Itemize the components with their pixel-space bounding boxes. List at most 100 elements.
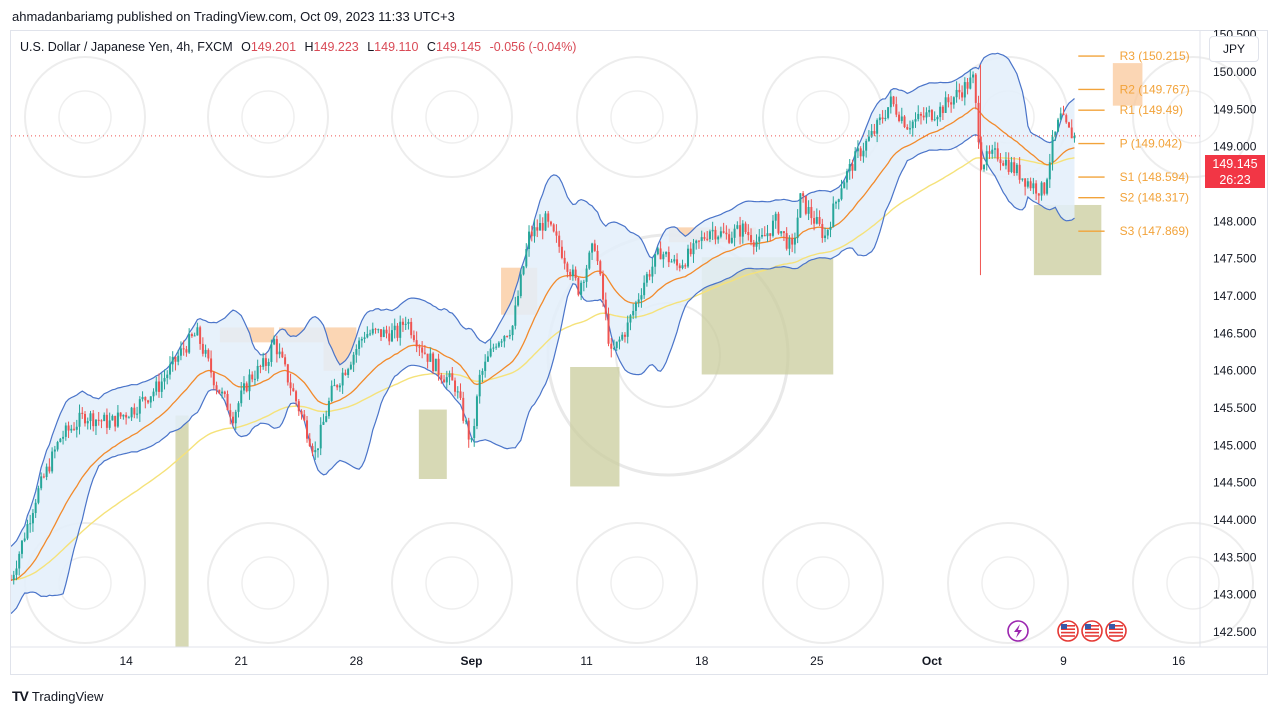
candle-body <box>34 502 37 514</box>
price-axis[interactable]: 150.500150.000149.500149.000148.500148.0… <box>1199 28 1257 647</box>
candle-body <box>804 195 807 214</box>
candle-body <box>37 488 40 503</box>
candle-body <box>1032 183 1035 189</box>
watermark-seal-icon <box>241 556 295 610</box>
slow-ema-line <box>11 156 1075 581</box>
candle-body <box>240 390 243 404</box>
watermark-seal-icon <box>58 90 112 144</box>
candle-body <box>876 120 879 134</box>
candle-body <box>755 241 758 247</box>
candle-body <box>399 321 402 338</box>
candle-body <box>229 410 232 417</box>
candle-body <box>253 378 256 380</box>
candle-body <box>519 274 522 297</box>
currency-button[interactable]: JPY <box>1209 36 1259 62</box>
pivot-label: P (149.042) <box>1120 137 1183 151</box>
candle-body <box>837 199 840 203</box>
time-axis[interactable]: 14 21 28 Sep 11 18 25 Oct 9 16 <box>11 646 1267 668</box>
candle-body <box>358 340 361 349</box>
time-tick-label: 25 <box>810 654 824 668</box>
demand-zone <box>175 415 189 647</box>
candle-body <box>714 229 717 240</box>
candle-body <box>681 265 684 269</box>
candle-body <box>481 370 484 375</box>
candle-body <box>97 419 100 421</box>
candle-body <box>623 334 626 337</box>
footer-brand[interactable]: TV TradingView <box>12 688 103 704</box>
candle-body <box>275 339 278 355</box>
candle-body <box>903 116 906 128</box>
flag-canton <box>1085 624 1091 629</box>
candle-body <box>854 151 857 171</box>
candle-body <box>654 254 657 267</box>
candle-body <box>725 232 728 235</box>
candle-body <box>796 217 799 238</box>
candle-body <box>736 225 739 229</box>
candle-body <box>462 397 465 421</box>
candle-body <box>541 222 544 231</box>
candle-body <box>928 110 931 113</box>
candle-body <box>813 218 816 224</box>
candle-body <box>12 574 15 580</box>
candle-body <box>212 372 215 386</box>
candle-body <box>207 349 210 359</box>
candle-body <box>429 353 432 362</box>
candle-body <box>528 231 531 250</box>
chart-frame[interactable] <box>10 30 1268 675</box>
flag-canton <box>1061 624 1067 629</box>
candle-body <box>544 213 547 231</box>
time-tick-label: 21 <box>235 654 249 668</box>
candle-body <box>741 223 744 237</box>
candle-body <box>149 396 152 403</box>
event-icons[interactable] <box>1007 620 1127 642</box>
open-value: 149.201 <box>250 40 297 54</box>
candle-body <box>774 213 777 221</box>
candle-body <box>826 229 829 236</box>
candle-body <box>632 310 635 316</box>
flag-stripe <box>1061 625 1075 627</box>
demand-zone <box>418 409 447 479</box>
time-tick-label: 9 <box>1060 654 1067 668</box>
candle-body <box>314 450 317 453</box>
candle-body <box>1046 179 1049 194</box>
candle-body <box>204 349 207 354</box>
candle-body <box>141 397 144 400</box>
candle-body <box>999 159 1002 164</box>
candle-body <box>571 269 574 277</box>
candle-body <box>336 385 339 388</box>
candle-body <box>1062 113 1065 116</box>
candle-body <box>380 329 383 337</box>
lower-band-line <box>11 134 1075 615</box>
candle-body <box>845 171 848 183</box>
candle-body <box>878 117 881 121</box>
candle-body <box>423 352 426 354</box>
candle-body <box>944 97 947 113</box>
flag-stripe <box>1085 625 1099 627</box>
price-tick-label: 148.000 <box>1213 214 1257 228</box>
candle-body <box>92 413 95 427</box>
candle-body <box>40 476 43 489</box>
candle-body <box>750 235 753 243</box>
close-label: C <box>426 40 436 54</box>
flag-canton <box>1109 624 1115 629</box>
candle-body <box>94 419 97 427</box>
candle-body <box>667 252 670 263</box>
candle-body <box>977 102 980 143</box>
candle-body <box>676 259 679 266</box>
price-tick-label: 143.500 <box>1213 550 1257 564</box>
candle-body <box>549 221 552 225</box>
candle-body <box>1040 182 1043 196</box>
open-label: O <box>241 40 251 54</box>
candle-body <box>119 412 122 417</box>
bar-countdown: 26:23 <box>1219 173 1251 187</box>
candle-body <box>89 413 92 422</box>
candle-body <box>988 151 991 154</box>
candle-body <box>791 238 794 245</box>
candle-body <box>64 425 67 437</box>
candle-body <box>138 399 141 414</box>
candle-body <box>185 349 188 353</box>
candle-body <box>223 391 226 395</box>
candle-body <box>618 339 621 342</box>
candle-body <box>248 374 251 392</box>
